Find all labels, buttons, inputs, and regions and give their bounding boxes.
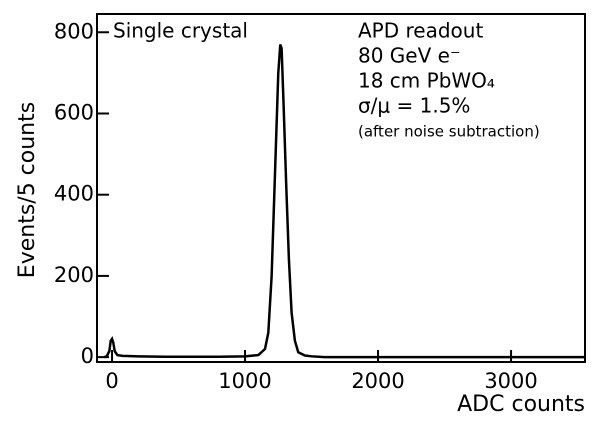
x-tick-label: 0 xyxy=(105,369,118,393)
annotation: Single crystal xyxy=(113,19,248,43)
annotation: APD readout xyxy=(358,19,483,43)
y-tick-label: 400 xyxy=(54,182,94,206)
x-tick-label: 3000 xyxy=(484,369,537,393)
y-axis-label: Events/5 counts xyxy=(15,102,40,278)
y-tick-label: 800 xyxy=(54,19,94,43)
plot-frame xyxy=(96,13,586,363)
y-tick-label: 0 xyxy=(81,344,94,368)
annotation: 80 GeV e⁻ xyxy=(358,44,461,68)
data-line xyxy=(103,44,585,359)
x-axis-label: ADC counts xyxy=(457,392,585,417)
y-tick-label: 600 xyxy=(54,100,94,124)
x-tick-label: 2000 xyxy=(351,369,404,393)
annotation: σ/μ = 1.5% xyxy=(358,94,470,118)
y-tick-label: 200 xyxy=(54,263,94,287)
x-tick-label: 1000 xyxy=(218,369,271,393)
annotation: (after noise subtraction) xyxy=(358,123,540,141)
annotation: 18 cm PbWO₄ xyxy=(358,69,495,93)
